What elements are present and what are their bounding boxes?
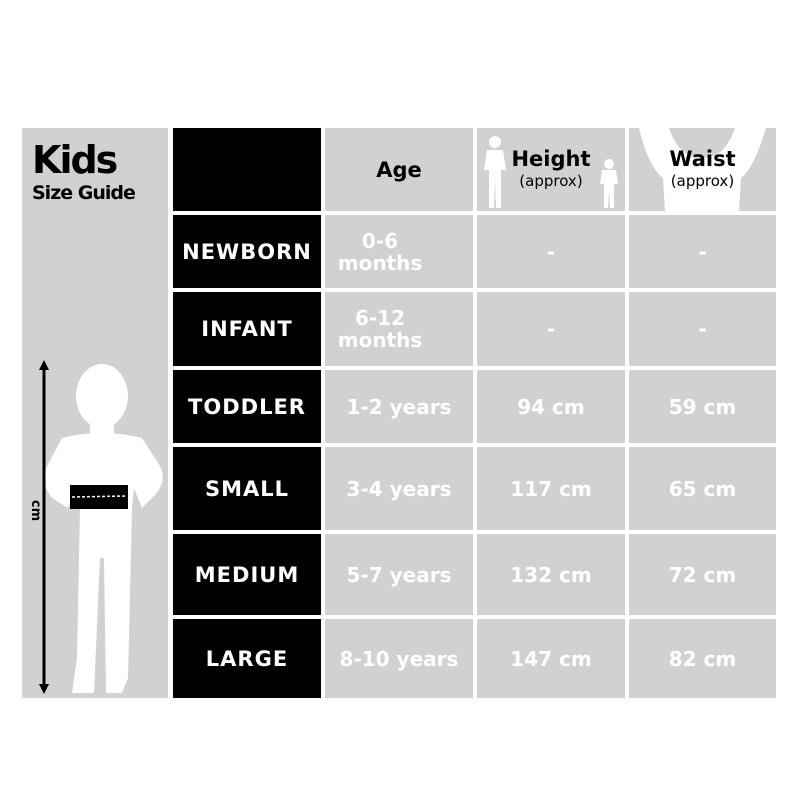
age-value: 5-7 years — [346, 562, 452, 587]
header-waist-sub: (approx) — [670, 171, 735, 190]
waist-value: - — [698, 317, 707, 341]
waist-value: - — [698, 239, 707, 264]
cell-age: 8-10 years — [325, 619, 473, 698]
small-child-icon — [600, 159, 618, 208]
cell-age: 6-12 months — [325, 292, 473, 366]
height-value: - — [546, 239, 556, 264]
cell-size: NEWBORN — [173, 215, 321, 288]
size-value: SMALL — [204, 476, 290, 501]
cell-age: 3-4 years — [325, 447, 473, 530]
header-waist-label: Waist — [669, 146, 736, 171]
cell-size: MEDIUM — [173, 534, 321, 615]
height-value: 147 cm — [510, 646, 592, 671]
waist-value: 82 cm — [668, 646, 737, 671]
age-value: 0-6 months — [337, 228, 423, 275]
waist-value: 65 cm — [668, 476, 737, 501]
cell-age: 1-2 years — [325, 370, 473, 443]
cell-size: SMALL — [173, 447, 321, 530]
waist-value: 59 cm — [668, 394, 737, 419]
header-height-label: Height — [511, 146, 591, 171]
cell-height: 94 cm — [477, 370, 625, 443]
age-value: 6-12 months — [337, 306, 423, 352]
cell-size: LARGE — [173, 619, 321, 698]
cell-size: INFANT — [173, 292, 321, 366]
waist-value: 72 cm — [668, 562, 737, 587]
title-kids: Kids — [32, 138, 118, 182]
axis-label-cm: cm — [28, 499, 44, 522]
height-value: 117 cm — [510, 476, 592, 501]
cell-waist: - — [629, 215, 776, 288]
header-height-sub: (approx) — [519, 171, 583, 190]
height-value: - — [546, 317, 556, 341]
size-value: LARGE — [205, 646, 289, 671]
size-value: INFANT — [201, 317, 293, 341]
cell-age: 5-7 years — [325, 534, 473, 615]
cell-size: TODDLER — [173, 370, 321, 443]
header-height: Height (approx) — [477, 128, 625, 211]
cell-waist: 65 cm — [629, 447, 776, 530]
size-value: NEWBORN — [182, 239, 312, 264]
age-value: 3-4 years — [346, 476, 452, 501]
cell-waist: - — [629, 292, 776, 366]
title-size-guide: Size Guide — [32, 182, 136, 204]
child-standing-icon — [484, 136, 506, 208]
header-blank — [173, 128, 321, 211]
kids-figure-panel: Kids Size Guide cm — [22, 128, 168, 698]
cell-waist: 82 cm — [629, 619, 776, 698]
cell-height: 147 cm — [477, 619, 625, 698]
age-value: 8-10 years — [339, 646, 459, 671]
cell-waist: 72 cm — [629, 534, 776, 615]
header-age-label: Age — [376, 157, 422, 182]
cell-waist: 59 cm — [629, 370, 776, 443]
child-silhouette-icon — [39, 360, 163, 694]
header-waist: Waist (approx) — [629, 128, 776, 211]
size-value: TODDLER — [188, 394, 306, 419]
cell-height: 132 cm — [477, 534, 625, 615]
age-value: 1-2 years — [346, 394, 452, 419]
waist-silhouette-icon — [639, 128, 766, 211]
cell-age: 0-6 months — [325, 215, 473, 288]
cell-height: - — [477, 215, 625, 288]
cell-height: 117 cm — [477, 447, 625, 530]
size-value: MEDIUM — [194, 562, 300, 587]
height-value: 94 cm — [517, 394, 585, 419]
header-age: Age — [325, 128, 473, 211]
cell-height: - — [477, 292, 625, 366]
height-value: 132 cm — [510, 562, 592, 587]
